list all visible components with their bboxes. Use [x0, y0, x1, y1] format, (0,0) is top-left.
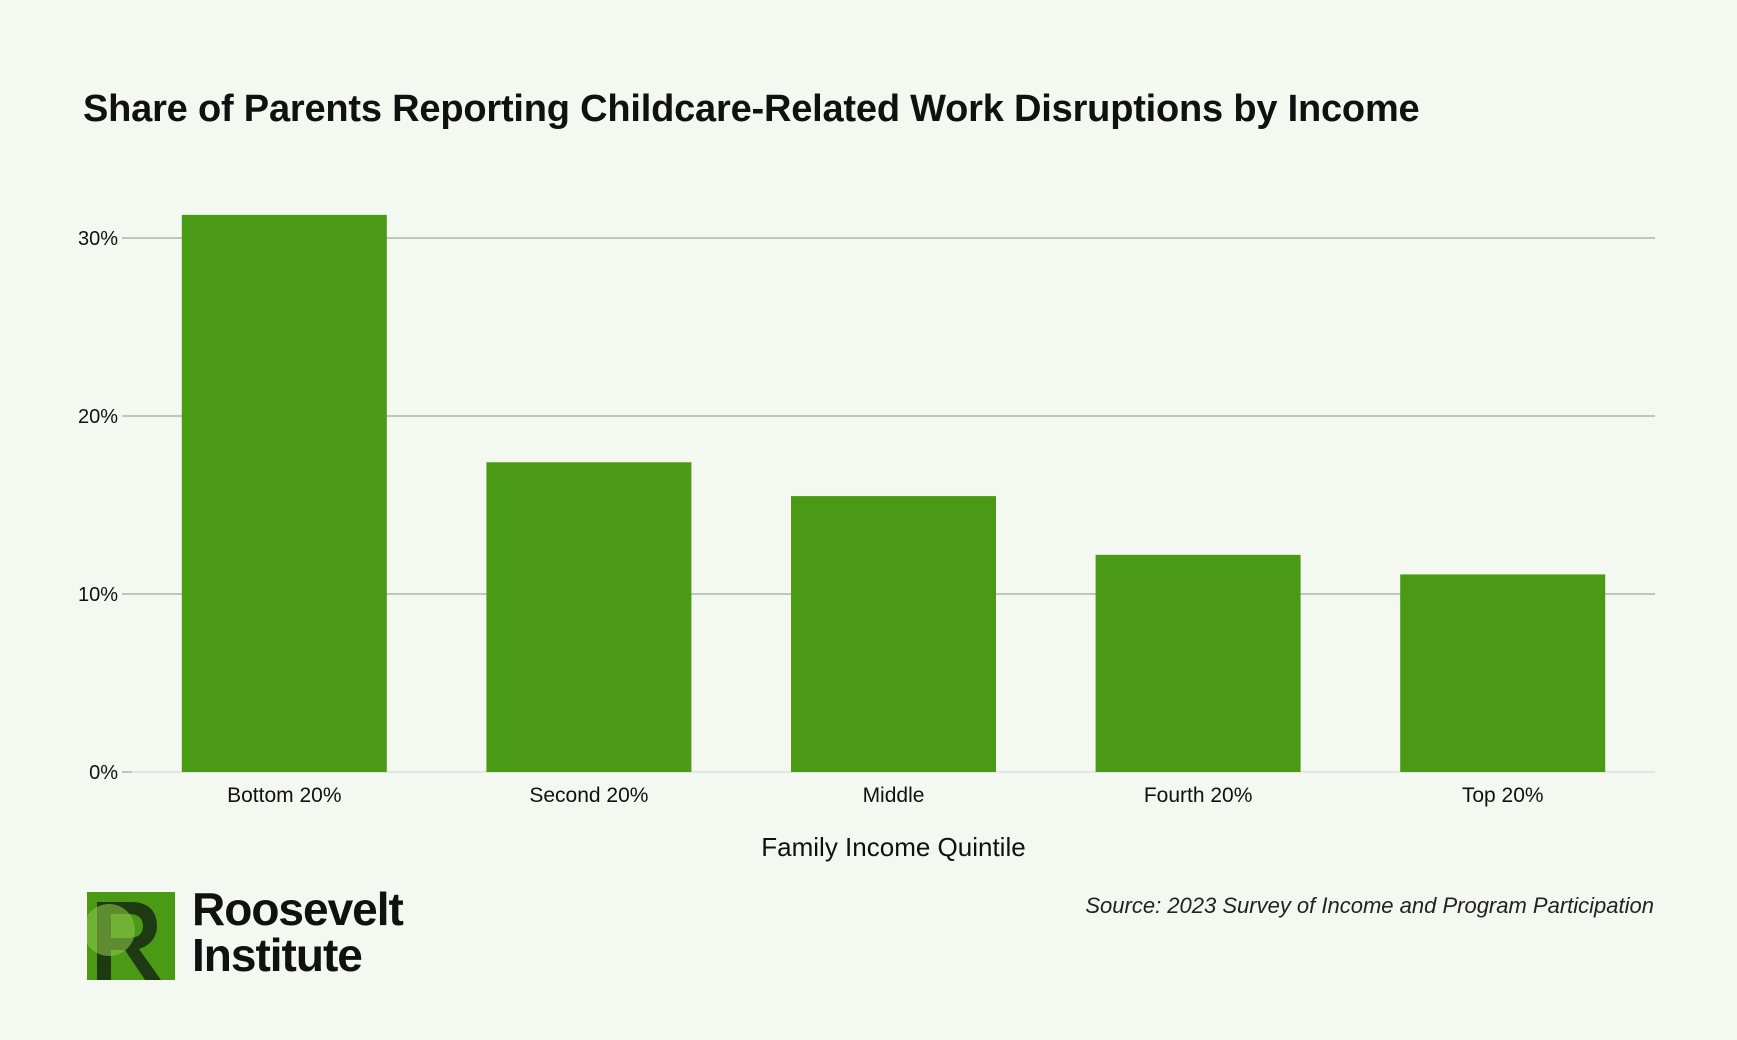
logo-text: Roosevelt Institute — [192, 883, 404, 981]
bar — [791, 496, 996, 772]
source-note: Source: 2023 Survey of Income and Progra… — [1085, 893, 1654, 918]
x-tick-label: Middle — [863, 784, 925, 807]
x-tick-label: Bottom 20% — [227, 784, 341, 807]
x-axis-label: Family Income Quintile — [761, 832, 1025, 862]
x-tick-label: Top 20% — [1462, 784, 1544, 807]
chart-title: Share of Parents Reporting Childcare-Rel… — [83, 88, 1420, 130]
x-tick-label: Fourth 20% — [1144, 784, 1253, 807]
y-tick-label: 20% — [78, 406, 118, 428]
bar-chart: 0% 10% 20% 30% Bottom 20% Second 20% Middle Fou… — [78, 214, 1655, 862]
y-tick-label: 10% — [78, 584, 118, 606]
roosevelt-r-logo-icon — [87, 892, 175, 980]
logo-line-2: Institute — [192, 929, 363, 981]
bar — [1095, 554, 1301, 772]
bar — [181, 214, 387, 773]
roosevelt-institute-logo: Roosevelt Institute — [87, 886, 447, 982]
bar — [1400, 574, 1606, 772]
x-tick-label: Second 20% — [529, 784, 648, 807]
logo-line-1: Roosevelt — [192, 883, 404, 935]
y-tick-label: 30% — [78, 228, 118, 250]
bar — [486, 462, 692, 772]
y-tick-label: 0% — [89, 762, 118, 784]
